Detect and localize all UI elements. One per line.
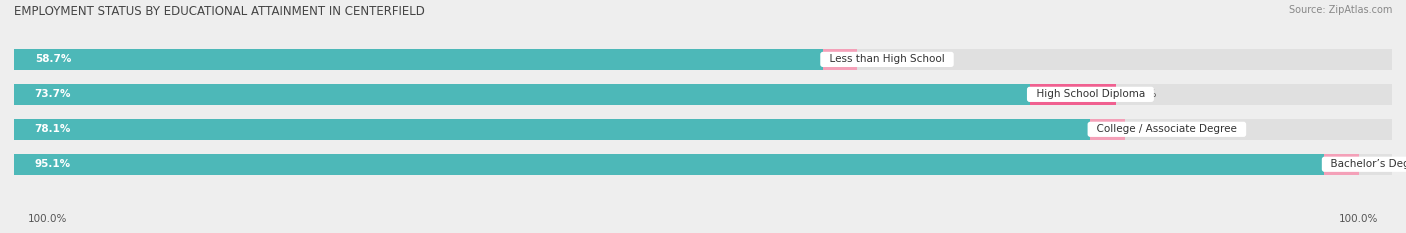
Text: EMPLOYMENT STATUS BY EDUCATIONAL ATTAINMENT IN CENTERFIELD: EMPLOYMENT STATUS BY EDUCATIONAL ATTAINM… [14,5,425,18]
Text: Less than High School: Less than High School [823,55,950,64]
Text: 0.0%: 0.0% [1372,159,1399,169]
Bar [1029,84,1116,105]
Text: 0.0%: 0.0% [872,55,897,64]
Bar [823,49,858,70]
Bar [14,49,1392,70]
Text: 0.0%: 0.0% [1139,124,1164,134]
Bar [1324,154,1358,175]
Text: 78.1%: 78.1% [35,124,72,134]
Text: 95.1%: 95.1% [35,159,70,169]
Text: College / Associate Degree: College / Associate Degree [1090,124,1243,134]
Bar [14,84,1029,105]
Text: 73.7%: 73.7% [35,89,72,99]
Text: 6.3%: 6.3% [1130,89,1157,99]
Bar [14,119,1090,140]
Text: 58.7%: 58.7% [35,55,72,64]
Bar [14,154,1392,175]
Bar [14,49,823,70]
Bar [14,154,1324,175]
Bar [14,119,1392,140]
Text: 100.0%: 100.0% [1339,214,1378,224]
Text: Bachelor’s Degree or higher: Bachelor’s Degree or higher [1324,159,1406,169]
Bar [14,84,1392,105]
Text: High School Diploma: High School Diploma [1029,89,1152,99]
Bar [1090,119,1125,140]
Text: 100.0%: 100.0% [28,214,67,224]
Text: Source: ZipAtlas.com: Source: ZipAtlas.com [1288,5,1392,15]
